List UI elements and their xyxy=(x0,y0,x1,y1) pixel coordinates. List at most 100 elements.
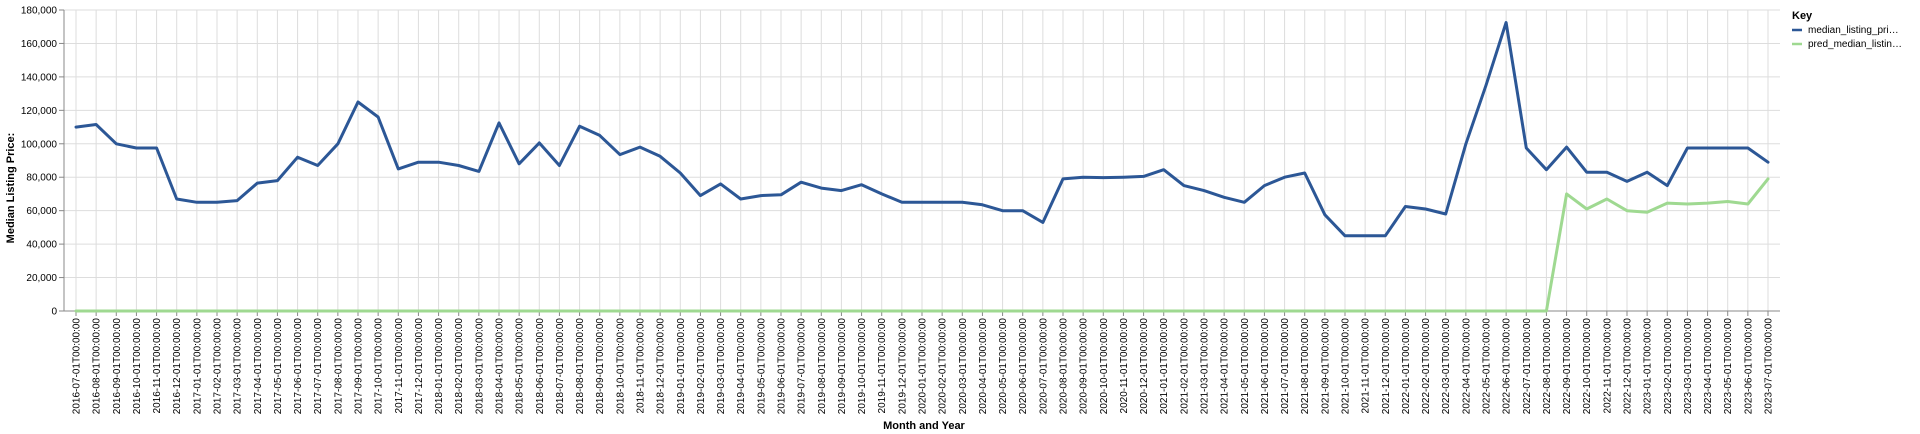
series-line-pred-median-listin xyxy=(74,177,1770,313)
x-tick-label: 2020-12-01T00:00:00 xyxy=(1139,318,1150,415)
y-tick-label: 40,000 xyxy=(26,240,57,251)
x-tick-label: 2021-06-01T00:00:00 xyxy=(1260,318,1271,415)
x-tick-label: 2022-05-01T00:00:00 xyxy=(1482,318,1493,415)
x-tick-label: 2023-07-01T00:00:00 xyxy=(1764,318,1775,415)
y-tick-label: 0 xyxy=(51,307,57,318)
x-tick-label: 2019-09-01T00:00:00 xyxy=(837,318,848,415)
x-tick-label: 2019-08-01T00:00:00 xyxy=(817,318,828,415)
x-tick-label: 2020-08-01T00:00:00 xyxy=(1059,318,1070,415)
x-tick-label: 2018-11-01T00:00:00 xyxy=(636,318,647,414)
x-tick-label: 2016-07-01T00:00:00 xyxy=(72,318,83,415)
y-tick-label: 160,000 xyxy=(21,39,58,50)
x-tick-label: 2020-06-01T00:00:00 xyxy=(1018,318,1029,415)
series-layer xyxy=(74,21,1770,313)
x-tick-label: 2022-08-01T00:00:00 xyxy=(1542,318,1553,415)
x-tick-label: 2019-10-01T00:00:00 xyxy=(857,318,868,415)
x-tick-label: 2017-02-01T00:00:00 xyxy=(213,318,224,415)
x-tick-label: 2022-10-01T00:00:00 xyxy=(1582,318,1593,415)
x-tick-label: 2018-06-01T00:00:00 xyxy=(535,318,546,415)
x-tick-label: 2021-07-01T00:00:00 xyxy=(1280,318,1291,415)
x-tick-label: 2021-05-01T00:00:00 xyxy=(1240,318,1251,415)
x-tick-label: 2021-11-01T00:00:00 xyxy=(1361,318,1372,414)
x-tick-label: 2016-08-01T00:00:00 xyxy=(92,318,103,415)
x-tick-label: 2021-01-01T00:00:00 xyxy=(1159,318,1170,415)
x-tick-label: 2018-12-01T00:00:00 xyxy=(656,318,667,415)
x-tick-label: 2020-09-01T00:00:00 xyxy=(1079,318,1090,415)
x-tick-label: 2016-10-01T00:00:00 xyxy=(132,318,143,415)
series-line-median-listing-pri xyxy=(74,21,1770,238)
x-tick-label: 2020-10-01T00:00:00 xyxy=(1099,318,1110,415)
x-tick-label: 2023-03-01T00:00:00 xyxy=(1683,318,1694,415)
x-tick-label: 2023-04-01T00:00:00 xyxy=(1703,318,1714,415)
x-tick-label: 2020-07-01T00:00:00 xyxy=(1038,318,1049,415)
x-tick-label: 2019-01-01T00:00:00 xyxy=(676,318,687,415)
x-tick-label: 2019-12-01T00:00:00 xyxy=(897,318,908,415)
legend-items: median_listing_pri… pred_median_listin… xyxy=(1792,25,1902,50)
x-tick-label: 2019-07-01T00:00:00 xyxy=(797,318,808,415)
x-tick-label: 2020-05-01T00:00:00 xyxy=(998,318,1009,415)
x-tick-label: 2018-04-01T00:00:00 xyxy=(495,318,506,415)
axis-layer: 0 20,000 40,000 60,000 80,000 100,000 120,000 1… xyxy=(21,6,1780,415)
x-tick-label: 2016-09-01T00:00:00 xyxy=(112,318,123,415)
x-tick-label: 2016-12-01T00:00:00 xyxy=(172,318,183,415)
x-tick-label: 2022-01-01T00:00:00 xyxy=(1401,318,1412,415)
x-tick-label: 2022-02-01T00:00:00 xyxy=(1421,318,1432,415)
x-tick-label: 2019-03-01T00:00:00 xyxy=(716,318,727,415)
x-tick-label: 2016-11-01T00:00:00 xyxy=(152,318,163,414)
x-tick-label: 2019-02-01T00:00:00 xyxy=(696,318,707,415)
x-tick-label: 2018-01-01T00:00:00 xyxy=(434,318,445,415)
x-tick-label: 2021-12-01T00:00:00 xyxy=(1381,318,1392,415)
y-tick-label: 100,000 xyxy=(21,139,58,150)
x-tick-label: 2023-01-01T00:00:00 xyxy=(1643,318,1654,415)
x-tick-label: 2019-11-01T00:00:00 xyxy=(877,318,888,414)
x-tick-label: 2023-05-01T00:00:00 xyxy=(1723,318,1734,415)
y-tick-label: 60,000 xyxy=(26,206,57,217)
x-tick-label: 2018-09-01T00:00:00 xyxy=(595,318,606,415)
x-tick-label: 2020-03-01T00:00:00 xyxy=(958,318,969,415)
x-tick-label: 2023-06-01T00:00:00 xyxy=(1743,318,1754,415)
x-axis-title: Month and Year xyxy=(883,420,965,432)
x-tick-label: 2020-01-01T00:00:00 xyxy=(918,318,929,415)
legend: Key median_listing_pri… pred_median_listi… xyxy=(1792,10,1902,50)
x-tick-label: 2020-11-01T00:00:00 xyxy=(1119,318,1130,414)
grid-layer xyxy=(64,9,1780,312)
x-tick-label: 2021-03-01T00:00:00 xyxy=(1200,318,1211,415)
x-tick-label: 2021-10-01T00:00:00 xyxy=(1341,318,1352,415)
x-tick-label: 2018-05-01T00:00:00 xyxy=(515,318,526,415)
x-tick-label: 2021-04-01T00:00:00 xyxy=(1220,318,1231,415)
x-tick-label: 2017-07-01T00:00:00 xyxy=(313,318,324,415)
x-tick-label: 2018-03-01T00:00:00 xyxy=(474,318,485,415)
x-tick-label: 2017-03-01T00:00:00 xyxy=(233,318,244,415)
x-tick-label: 2017-05-01T00:00:00 xyxy=(273,318,284,415)
x-tick-label: 2020-02-01T00:00:00 xyxy=(938,318,949,415)
x-tick-label: 2017-04-01T00:00:00 xyxy=(253,318,264,415)
x-tick-label: 2020-04-01T00:00:00 xyxy=(978,318,989,415)
x-tick-label: 2022-09-01T00:00:00 xyxy=(1562,318,1573,415)
x-tick-label: 2017-10-01T00:00:00 xyxy=(374,318,385,415)
x-tick-label: 2022-03-01T00:00:00 xyxy=(1441,318,1452,415)
x-tick-label: 2017-11-01T00:00:00 xyxy=(394,318,405,414)
x-tick-label: 2018-08-01T00:00:00 xyxy=(575,318,586,415)
x-tick-label: 2022-07-01T00:00:00 xyxy=(1522,318,1533,415)
x-tick-label: 2022-12-01T00:00:00 xyxy=(1623,318,1634,415)
x-tick-label: 2017-06-01T00:00:00 xyxy=(293,318,304,415)
legend-label: median_listing_pri… xyxy=(1808,25,1899,36)
y-tick-label: 180,000 xyxy=(21,6,58,17)
x-tick-label: 2017-12-01T00:00:00 xyxy=(414,318,425,415)
y-axis-title: Median Listing Price: xyxy=(5,133,17,244)
x-tick-label: 2018-10-01T00:00:00 xyxy=(615,318,626,415)
x-tick-label: 2023-02-01T00:00:00 xyxy=(1663,318,1674,415)
x-tick-label: 2019-06-01T00:00:00 xyxy=(777,318,788,415)
y-tick-label: 20,000 xyxy=(26,273,57,284)
x-tick-label: 2019-05-01T00:00:00 xyxy=(756,318,767,415)
legend-title: Key xyxy=(1792,10,1813,22)
x-tick-label: 2018-07-01T00:00:00 xyxy=(555,318,566,415)
x-tick-label: 2017-08-01T00:00:00 xyxy=(333,318,344,415)
x-tick-label: 2022-11-01T00:00:00 xyxy=(1602,318,1613,414)
x-tick-label: 2022-04-01T00:00:00 xyxy=(1461,318,1472,415)
x-tick-label: 2021-08-01T00:00:00 xyxy=(1300,318,1311,415)
x-tick-label: 2019-04-01T00:00:00 xyxy=(736,318,747,415)
y-tick-label: 120,000 xyxy=(21,106,58,117)
y-tick-label: 80,000 xyxy=(26,173,57,184)
